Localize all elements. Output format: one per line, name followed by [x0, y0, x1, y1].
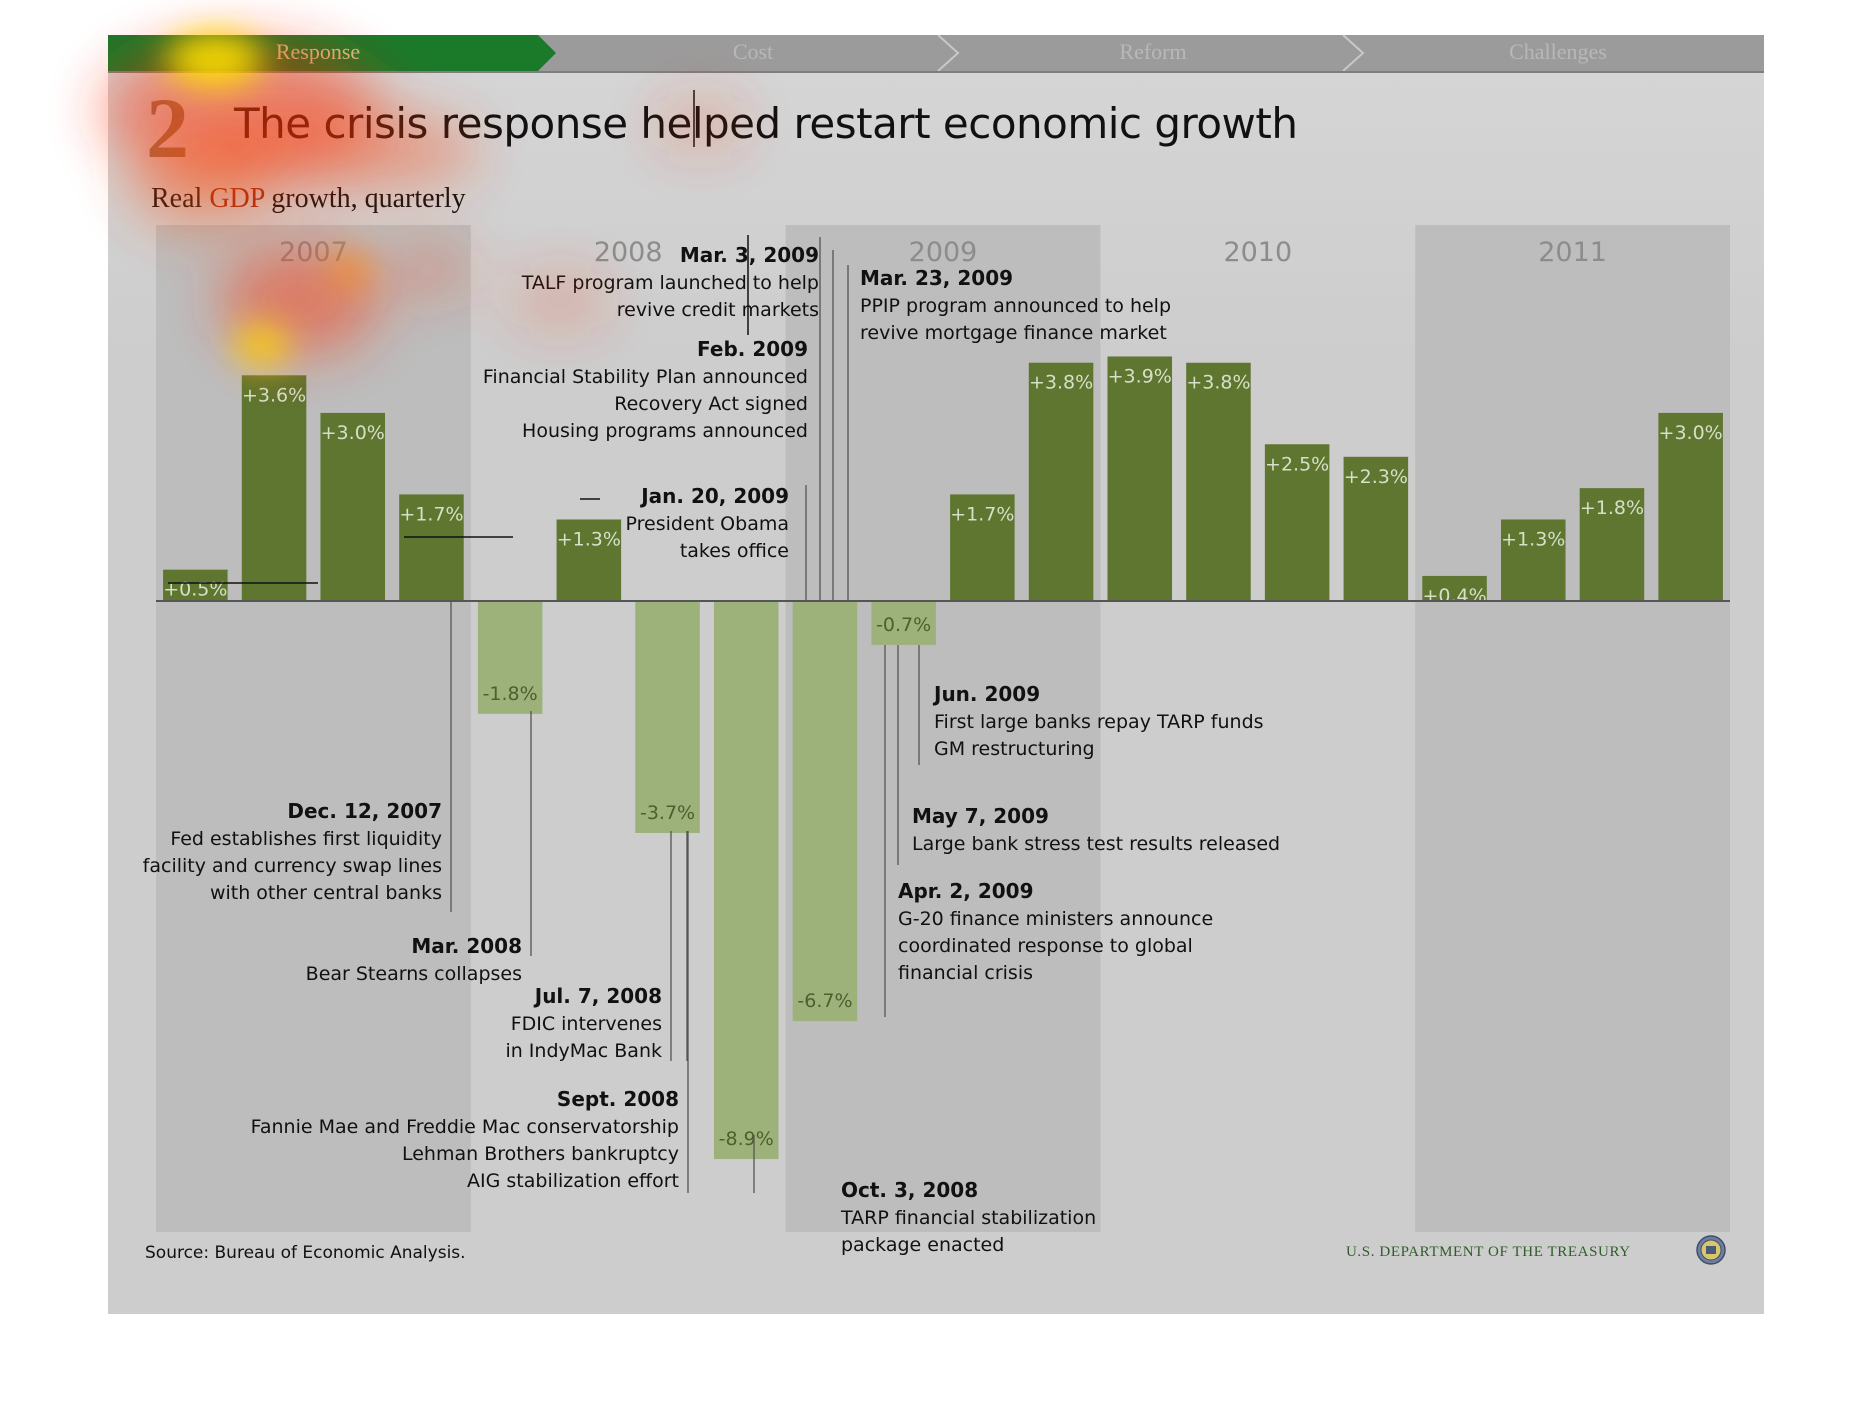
annotation-text: PPIP program announced to help [860, 295, 1171, 317]
treasury-seal-icon [1696, 1235, 1726, 1265]
year-label: 2009 [909, 237, 978, 268]
annotation-text: financial crisis [898, 962, 1033, 984]
annotation-date: Mar. 2008 [411, 934, 522, 958]
gdp-bar [1422, 575, 1487, 601]
annotation-text: Fannie Mae and Freddie Mac conservatorsh… [251, 1116, 679, 1138]
annotation-date: Jul. 7, 2008 [533, 984, 662, 1008]
gdp-bar [713, 601, 779, 1160]
bar-value-label: +3.9% [1108, 365, 1172, 387]
gdp-bar [556, 519, 622, 601]
gdp-bar [477, 601, 543, 714]
gdp-chart: 2007 2008 2009 2010 2011 +0.5% +3.6% +3.0% +1.7%… [143, 90, 1730, 1256]
annotation-text: TALF program launched to help [521, 272, 819, 294]
annotation-text: Housing programs announced [522, 420, 808, 442]
bar-value-label: -6.7% [797, 990, 852, 1012]
annotation-text: First large banks repay TARP funds [934, 711, 1264, 733]
year-label: 2007 [279, 237, 348, 268]
year-band [156, 225, 471, 1232]
gdp-bar [792, 601, 858, 1022]
bar-value-label: -8.9% [719, 1128, 774, 1150]
gdp-bar [1500, 519, 1566, 601]
bar-value-label: +3.6% [242, 384, 306, 406]
bar-value-label: +1.7% [399, 503, 463, 525]
bar-value-label: +0.4% [1422, 585, 1486, 607]
year-label: 2011 [1538, 237, 1607, 268]
bar-value-label: +1.7% [950, 503, 1014, 525]
bar-value-label: -1.8% [483, 683, 538, 705]
nav-tab-challenges[interactable]: Challenges [1509, 39, 1607, 64]
gdp-bar [871, 601, 936, 645]
annotation-text: Large bank stress test results released [912, 833, 1280, 855]
nav-tab-cost[interactable]: Cost [732, 39, 774, 64]
agency-name: U.S. DEPARTMENT OF THE TREASURY [1346, 1244, 1631, 1260]
gdp-bar [163, 569, 228, 601]
annotation-text: takes office [680, 540, 789, 562]
annotation-date: Feb. 2009 [697, 337, 808, 361]
year-band [1415, 225, 1730, 1232]
annotation-text: G-20 finance ministers announce [898, 908, 1213, 930]
annotation-text: Bear Stearns collapses [306, 963, 522, 985]
annotation-text: Financial Stability Plan announced [483, 366, 808, 388]
annotation-text: with other central banks [210, 882, 442, 904]
annotation-text: Lehman Brothers bankruptcy [402, 1143, 679, 1165]
bar-value-label: +3.8% [1029, 372, 1093, 394]
bar-value-label: -3.7% [640, 802, 695, 824]
annotation-text: AIG stabilization effort [467, 1170, 679, 1192]
bar-value-label: +1.3% [1501, 528, 1565, 550]
annotation-date: Sept. 2008 [557, 1087, 679, 1111]
annotation-text: President Obama [626, 513, 789, 535]
annotation-text: TARP financial stabilization [840, 1207, 1096, 1229]
bar-value-label: +0.5% [163, 579, 227, 601]
nav-separator [937, 35, 960, 71]
bar-value-label: +3.8% [1186, 372, 1250, 394]
annotation-date: Dec. 12, 2007 [287, 799, 442, 823]
annotation-text: facility and currency swap lines [143, 855, 442, 877]
annotation-text: Fed establishes first liquidity [170, 828, 442, 850]
gdp-bar [399, 494, 464, 601]
gdp-bar [320, 412, 386, 601]
gdp-bar [1264, 444, 1330, 601]
annotation-date: Jun. 2009 [932, 682, 1040, 706]
bar-value-label: -0.7% [876, 614, 931, 636]
gdp-bar [950, 494, 1015, 601]
gdp-bar [1186, 362, 1251, 601]
annotation-text: GM restructuring [934, 738, 1095, 760]
gdp-bar [241, 375, 307, 601]
annotation-date: Jan. 20, 2009 [639, 484, 789, 508]
annotation-date: May 7, 2009 [912, 804, 1049, 828]
gdp-bar [635, 601, 700, 833]
annotation-text: in IndyMac Bank [505, 1040, 662, 1062]
year-label: 2008 [594, 237, 663, 268]
annotation-date: Oct. 3, 2008 [841, 1178, 978, 1202]
bar-value-label: +3.0% [1659, 422, 1723, 444]
gdp-bar [1028, 362, 1094, 601]
annotation-text: FDIC intervenes [511, 1013, 662, 1035]
bar-value-label: +2.5% [1265, 453, 1329, 475]
gdp-bar [1343, 456, 1409, 601]
nav-separator [1342, 35, 1365, 71]
annotation-text: Recovery Act signed [614, 393, 808, 415]
gdp-bar [1579, 488, 1645, 601]
annotation-text: coordinated response to global [898, 935, 1193, 957]
bar-value-label: +2.3% [1344, 466, 1408, 488]
source-note: Source: Bureau of Economic Analysis. [145, 1243, 466, 1263]
gdp-bar [1107, 356, 1173, 601]
gdp-bar [1658, 412, 1723, 601]
annotation-text: revive credit markets [617, 299, 819, 321]
annotation-date: Mar. 23, 2009 [860, 266, 1013, 290]
annotation-date: Apr. 2, 2009 [898, 879, 1034, 903]
year-label: 2010 [1223, 237, 1292, 268]
bar-value-label: +1.8% [1580, 497, 1644, 519]
annotation-date: Mar. 3, 2009 [680, 243, 819, 267]
annotation-text: package enacted [841, 1234, 1004, 1256]
bar-value-label: +3.0% [321, 422, 385, 444]
slide: Response Cost Reform Challenges 2 The cr… [108, 35, 1764, 1314]
nav-tab-reform[interactable]: Reform [1119, 39, 1187, 64]
annotation-text: revive mortgage finance market [860, 322, 1167, 344]
bar-value-label: +1.3% [557, 528, 621, 550]
